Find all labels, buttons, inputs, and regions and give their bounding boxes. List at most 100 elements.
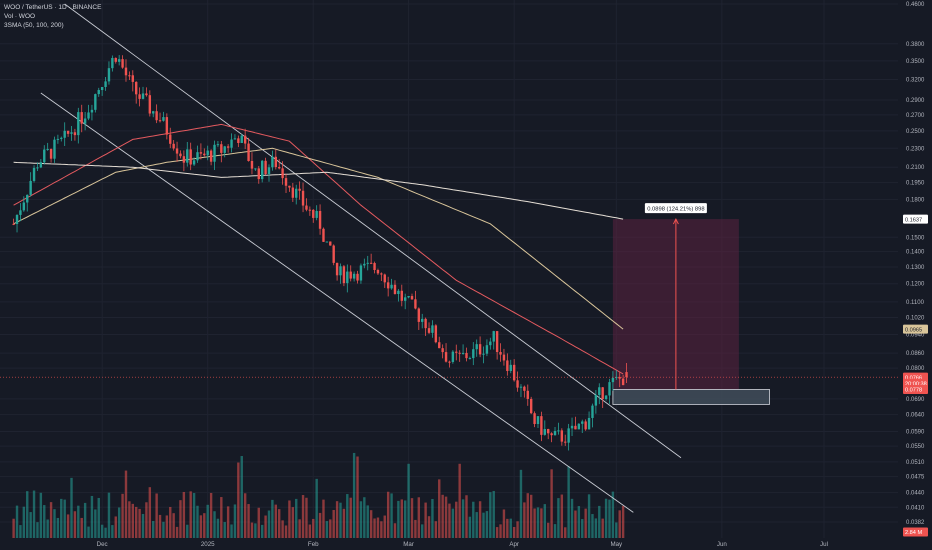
volume-bar [564, 527, 567, 538]
volume-bar [465, 495, 468, 538]
price-tick-label: 0.0510 [906, 460, 925, 466]
volume-bar [363, 497, 366, 538]
candle-body [15, 214, 19, 225]
price-tick-label: 0.2700 [906, 113, 925, 119]
volume-bar [346, 494, 349, 538]
volume-bar [107, 492, 111, 538]
channel-lines[interactable] [40, 3, 682, 513]
volume-bar [577, 506, 581, 538]
sma-legend[interactable]: 3SMA (50, 100, 200) [4, 22, 64, 29]
candle-body [604, 395, 608, 400]
volume-bar [366, 505, 369, 538]
candle-body [611, 377, 615, 383]
volume-bar [124, 470, 128, 538]
candle-body [114, 57, 117, 62]
volume-bar [512, 526, 516, 538]
volume-bar [417, 497, 421, 538]
volume-bar [90, 495, 94, 538]
candle-body [274, 156, 278, 168]
volume-bar [489, 492, 492, 538]
chart-legend[interactable]: WOO / TetherUS · 1D · BINANCE Vol · WOO … [4, 3, 101, 30]
candle-body [608, 382, 611, 396]
sma100-price-label: 0.0965 [905, 327, 922, 333]
volume-bar [499, 524, 502, 538]
volume-bar [312, 518, 315, 538]
projection-overlay[interactable]: 0.0898 (124.21%) 898 [644, 203, 707, 390]
candle-body [267, 167, 271, 175]
candle-body [257, 168, 260, 180]
volume-label-box [903, 527, 928, 537]
time-tick-label: Apr [509, 541, 519, 548]
candle-body [376, 269, 380, 274]
volume-bar [199, 515, 203, 538]
volume-bar [203, 513, 206, 538]
volume-bar [434, 521, 438, 538]
price-tick-label: 0.0590 [906, 430, 925, 436]
candle-body [349, 271, 352, 279]
volume-bar [209, 492, 213, 538]
candle-body [366, 262, 369, 264]
candle-body [564, 441, 567, 443]
volume-bar [70, 477, 73, 538]
candle-body [60, 137, 63, 139]
volume-bar [581, 519, 584, 538]
candle-body [390, 284, 393, 289]
projection-zone[interactable] [612, 219, 770, 405]
candle-body [485, 345, 489, 354]
volume-bar [104, 527, 107, 538]
candle-body [186, 149, 189, 163]
candle-body [475, 344, 478, 350]
volume-bar [403, 500, 407, 538]
candle-body [107, 68, 111, 82]
volume-bar [83, 502, 87, 538]
volume-bar [478, 501, 482, 538]
candle-body [407, 296, 410, 298]
candle-body [393, 284, 397, 294]
volume-bar [36, 522, 39, 538]
candle-body [523, 386, 526, 391]
sma50-price-label: 0.0778 [905, 388, 922, 394]
price-tick-label: 0.1400 [906, 250, 925, 256]
candle-body [410, 296, 414, 300]
candle-body [587, 417, 591, 430]
candle-body [342, 266, 346, 284]
volume-bar [29, 512, 32, 538]
volume-legend[interactable]: Vol · WOO [4, 13, 36, 20]
volume-bar [216, 518, 220, 538]
time-axis[interactable]: Dec 2025 Feb Mar Apr May Jun Jul [0, 538, 932, 550]
volume-bar [26, 491, 29, 538]
price-tick-label: 0.0410 [906, 505, 925, 511]
volume-bar [254, 523, 257, 538]
volume-bar [131, 503, 134, 538]
candle-body [492, 331, 495, 342]
volume-bar [169, 506, 172, 538]
time-tick-label: Jun [717, 541, 728, 548]
volume-bar [46, 519, 49, 538]
volume-bar [111, 525, 114, 538]
candle-body [431, 325, 434, 333]
volume-bar [380, 521, 383, 538]
volume-bar [540, 508, 543, 538]
candle-body [315, 210, 318, 218]
volume-bar [291, 507, 295, 538]
volume-bar [352, 452, 356, 538]
price-axis[interactable]: 0.4600 0.3800 0.3500 0.3200 0.2900 0.2700 0.25… [898, 0, 932, 550]
candle-body [271, 156, 274, 168]
volume-bar [158, 514, 162, 538]
price-tick-label: 0.0640 [906, 413, 925, 419]
volume-bar [284, 525, 288, 538]
candle-body [135, 81, 138, 95]
candle-body [441, 348, 444, 353]
price-tick-label: 0.0440 [906, 491, 925, 497]
volume-bar [206, 504, 209, 538]
volume-bar [155, 493, 158, 538]
candle-body [369, 262, 373, 264]
candle-body [325, 241, 329, 243]
channel-line-upper [64, 3, 682, 459]
countdown-label: 20:00:38 [905, 381, 927, 387]
symbol-title[interactable]: WOO / TetherUS · 1D · BINANCE [4, 4, 102, 11]
candle-body [63, 130, 66, 138]
volume-bar [424, 502, 427, 538]
time-axis-bg [0, 538, 932, 550]
